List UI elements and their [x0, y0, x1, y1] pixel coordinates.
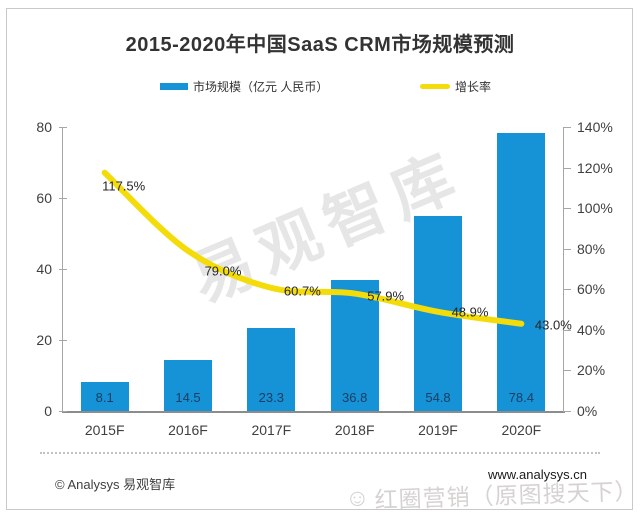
y-axis-left-tick [59, 411, 67, 412]
y-axis-right-tick-label: 140% [577, 119, 613, 135]
y-axis-right-tick [563, 167, 571, 169]
x-axis-label: 2016F [168, 422, 208, 438]
chart-title: 2015-2020年中国SaaS CRM市场规模预测 [125, 34, 515, 56]
y-axis-left-tick [59, 198, 67, 199]
y-axis-right-tick-label: 120% [577, 159, 613, 176]
y-axis-right-tick [563, 289, 571, 291]
y-axis-right-tick-label: 40% [577, 321, 606, 338]
x-axis-line [62, 411, 565, 413]
bar [80, 382, 129, 411]
x-axis-label: 2017F [251, 422, 292, 438]
copyright-text: © Analysys 易观智库 [55, 477, 176, 492]
y-axis-left-tick-label: 0 [44, 403, 52, 419]
growth-rate-point-label: 43.0% [534, 317, 572, 333]
bar-value-label: 36.8 [342, 390, 368, 405]
legend-line-swatch-icon [420, 84, 450, 89]
x-axis-label: 2018F [334, 422, 375, 438]
y-axis-right-line [563, 127, 564, 411]
y-axis-right-tick [563, 329, 571, 331]
y-axis-left-tick [59, 340, 67, 341]
y-axis-right-tick [563, 411, 571, 412]
y-axis-left-tick [59, 269, 67, 270]
legend-label-market-size: 市场规模（亿元 人民币） [193, 80, 329, 94]
y-axis-left-tick-label: 80 [36, 119, 52, 135]
x-axis-label: 2020F [501, 422, 542, 438]
bar [330, 280, 379, 411]
growth-rate-point-label: 79.0% [204, 263, 242, 279]
smiley-face-icon: ☺ [344, 484, 371, 513]
legend-item-growth-rate: 增长率 [420, 78, 491, 95]
growth-rate-point-label: 57.9% [367, 288, 405, 304]
y-axis-left-tick-label: 60 [36, 190, 52, 206]
legend-item-market-size: 市场规模（亿元 人民币） [160, 78, 328, 95]
y-axis-left-tick-label: 40 [36, 261, 52, 277]
growth-rate-point-label: 60.7% [283, 283, 321, 299]
y-axis-right-tick-label: 80% [577, 240, 606, 257]
y-axis-right-tick [563, 127, 571, 128]
y-axis-right-tick-label: 20% [577, 362, 606, 379]
y-axis-right-tick-label: 0% [577, 403, 598, 419]
bar [497, 132, 546, 411]
y-axis-right-tick [563, 208, 571, 210]
legend-bar-swatch-icon [160, 83, 188, 90]
bar-value-label: 78.4 [508, 390, 534, 405]
y-axis-right-tick-label: 60% [577, 281, 606, 298]
y-axis-right-tick [563, 248, 571, 250]
website-link[interactable]: www.analysys.cn [488, 467, 587, 482]
x-axis-label: 2019F [418, 422, 458, 438]
growth-rate-point-label: 117.5% [102, 178, 146, 194]
y-axis-left-tick [59, 127, 67, 128]
dotted-divider [40, 452, 600, 454]
bar-value-label: 54.8 [425, 390, 451, 405]
y-axis-right-tick-label: 100% [577, 200, 613, 217]
y-axis-right-tick [563, 370, 571, 372]
bar-value-label: 23.3 [258, 390, 284, 405]
x-axis-label: 2015F [84, 422, 125, 438]
bar-value-label: 8.1 [95, 390, 114, 405]
bar [164, 359, 212, 411]
growth-rate-point-label: 48.9% [451, 304, 489, 320]
y-axis-left-tick-label: 20 [36, 332, 52, 348]
legend-label-growth-rate: 增长率 [455, 80, 492, 94]
bar-value-label: 14.5 [175, 390, 201, 405]
bar [247, 328, 296, 411]
